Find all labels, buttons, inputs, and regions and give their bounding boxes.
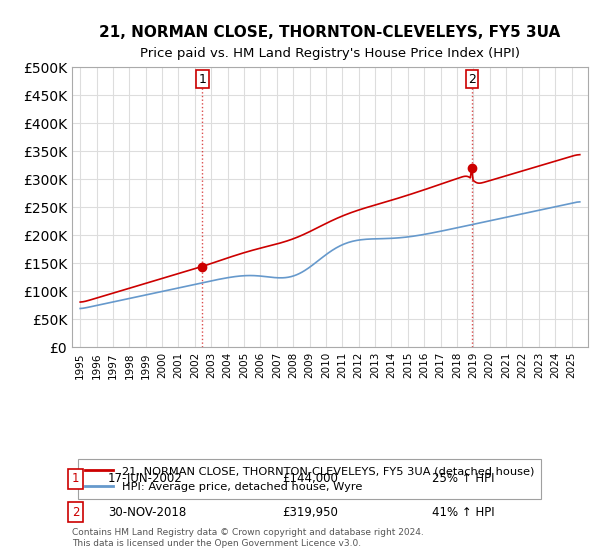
Text: 1: 1 [72,472,79,486]
Text: 2: 2 [72,506,79,519]
Text: 1: 1 [199,73,206,86]
Text: 30-NOV-2018: 30-NOV-2018 [108,506,186,519]
Text: Contains HM Land Registry data © Crown copyright and database right 2024.
This d: Contains HM Land Registry data © Crown c… [72,528,424,548]
Text: £319,950: £319,950 [282,506,338,519]
Text: 41% ↑ HPI: 41% ↑ HPI [432,506,494,519]
Text: 25% ↑ HPI: 25% ↑ HPI [432,472,494,486]
Text: Price paid vs. HM Land Registry's House Price Index (HPI): Price paid vs. HM Land Registry's House … [140,47,520,60]
Text: 17-JUN-2002: 17-JUN-2002 [108,472,183,486]
Title: 21, NORMAN CLOSE, THORNTON-CLEVELEYS, FY5 3UA: 21, NORMAN CLOSE, THORNTON-CLEVELEYS, FY… [100,25,560,40]
Text: £144,000: £144,000 [282,472,338,486]
Legend: 21, NORMAN CLOSE, THORNTON-CLEVELEYS, FY5 3UA (detached house), HPI: Average pri: 21, NORMAN CLOSE, THORNTON-CLEVELEYS, FY… [77,459,541,498]
Text: 2: 2 [468,73,476,86]
